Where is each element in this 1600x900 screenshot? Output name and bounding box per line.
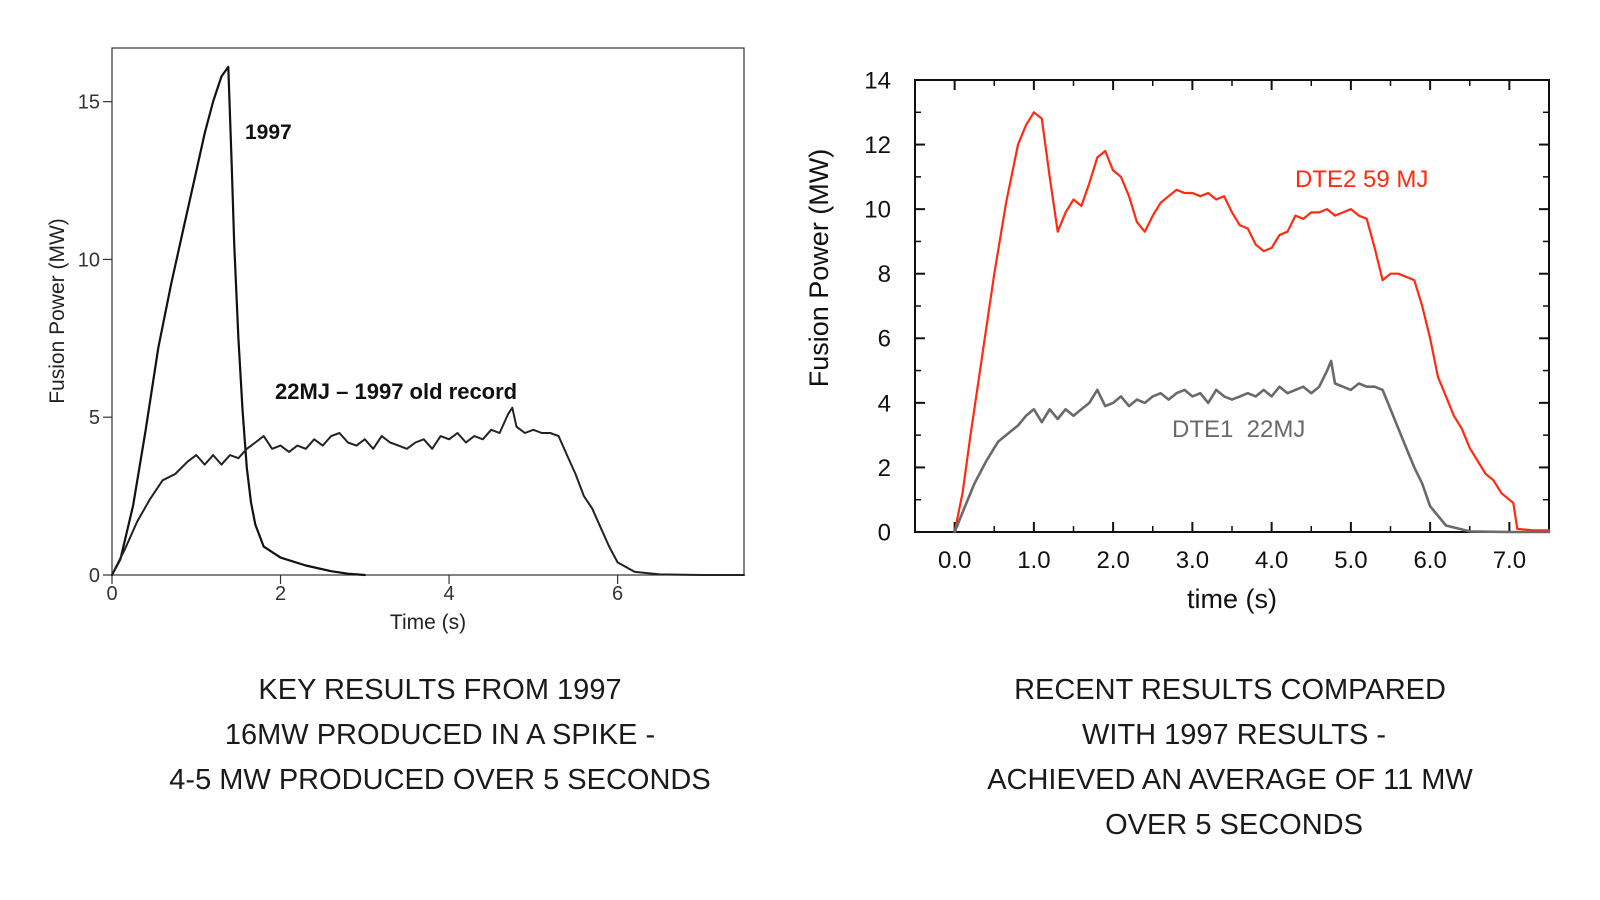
right-x-tick-label: 5.0 [1334, 547, 1367, 574]
right-y-tick-label: 6 [878, 326, 891, 353]
right-x-tick-label: 0.0 [938, 547, 971, 574]
right-y-tick-label: 0 [878, 519, 891, 546]
caption-right-line-4: OVER 5 SECONDS [1097, 809, 1363, 841]
right-x-tick-label: 4.0 [1255, 547, 1288, 574]
caption-right: RECENT RESULTS COMPARED WITH 1997 RESULT… [880, 668, 1580, 848]
right-x-tick-label: 6.0 [1413, 547, 1446, 574]
left-y-axis-label: Fusion Power (MW) [46, 218, 69, 404]
right-y-tick-label: 2 [878, 455, 891, 482]
caption-left: KEY RESULTS FROM 1997 16MW PRODUCED IN A… [80, 668, 800, 803]
right-y-tick-label: 14 [864, 67, 891, 94]
right-y-tick-label: 8 [878, 261, 891, 288]
left-x-tick-label: 2 [275, 583, 286, 605]
left-x-tick-label: 6 [612, 583, 623, 605]
left-y-tick-label: 15 [78, 92, 100, 114]
caption-left-line-3: 4-5 MW PRODUCED OVER 5 SECONDS [169, 764, 711, 796]
right-plot-frame [914, 79, 1550, 533]
left-annotation-old-record: 22MJ – 1997 old record [275, 379, 517, 404]
right-y-axis-label: Fusion Power (MW) [804, 149, 834, 388]
caption-right-line-2: WITH 1997 RESULTS - [1073, 719, 1387, 751]
right-chart: 0.0 1.0 2.0 3.0 4.0 5.0 6.0 7.0 0 2 4 6 8 10 12 14 DTE2… [804, 67, 1551, 614]
right-series-line-2 [953, 359, 1551, 534]
right-x-tick-label: 3.0 [1176, 547, 1209, 574]
left-x-tick-label: 4 [444, 583, 455, 605]
left-x-tick-label: 0 [106, 583, 117, 605]
left-series-line-1 [110, 65, 366, 577]
left-x-axis-label: Time (s) [390, 611, 466, 634]
right-x-tick-label: 1.0 [1017, 547, 1050, 574]
caption-right-line-1: RECENT RESULTS COMPARED [1014, 674, 1446, 706]
left-chart: 0 2 4 6 0 5 10 15 1997 22MJ – 1997 old record T… [46, 47, 745, 634]
left-annotation-1997: 1997 [245, 121, 292, 144]
right-y-tick-label: 12 [864, 132, 891, 159]
left-series-line-2 [111, 406, 745, 576]
caption-left-line-2: 16MW PRODUCED IN A SPIKE - [224, 719, 656, 751]
right-y-tick-label: 10 [864, 197, 891, 224]
left-y-tick-label: 10 [78, 249, 100, 271]
caption-right-line-3: ACHIEVED AN AVERAGE OF 11 MW [987, 764, 1473, 796]
caption-left-line-1: KEY RESULTS FROM 1997 [258, 674, 622, 706]
right-x-tick-label: 7.0 [1493, 547, 1526, 574]
left-y-tick-label: 5 [89, 407, 100, 429]
left-plot-frame [111, 47, 745, 576]
right-label-dte2: DTE2 59 MJ [1295, 166, 1428, 193]
right-label-dte1: DTE1 22MJ [1172, 416, 1305, 443]
left-y-tick-label: 0 [89, 565, 100, 587]
right-series-line-1 [953, 111, 1551, 534]
right-x-axis-label: time (s) [1187, 584, 1277, 614]
right-x-tick-label: 2.0 [1096, 547, 1129, 574]
right-y-tick-label: 4 [878, 390, 891, 417]
